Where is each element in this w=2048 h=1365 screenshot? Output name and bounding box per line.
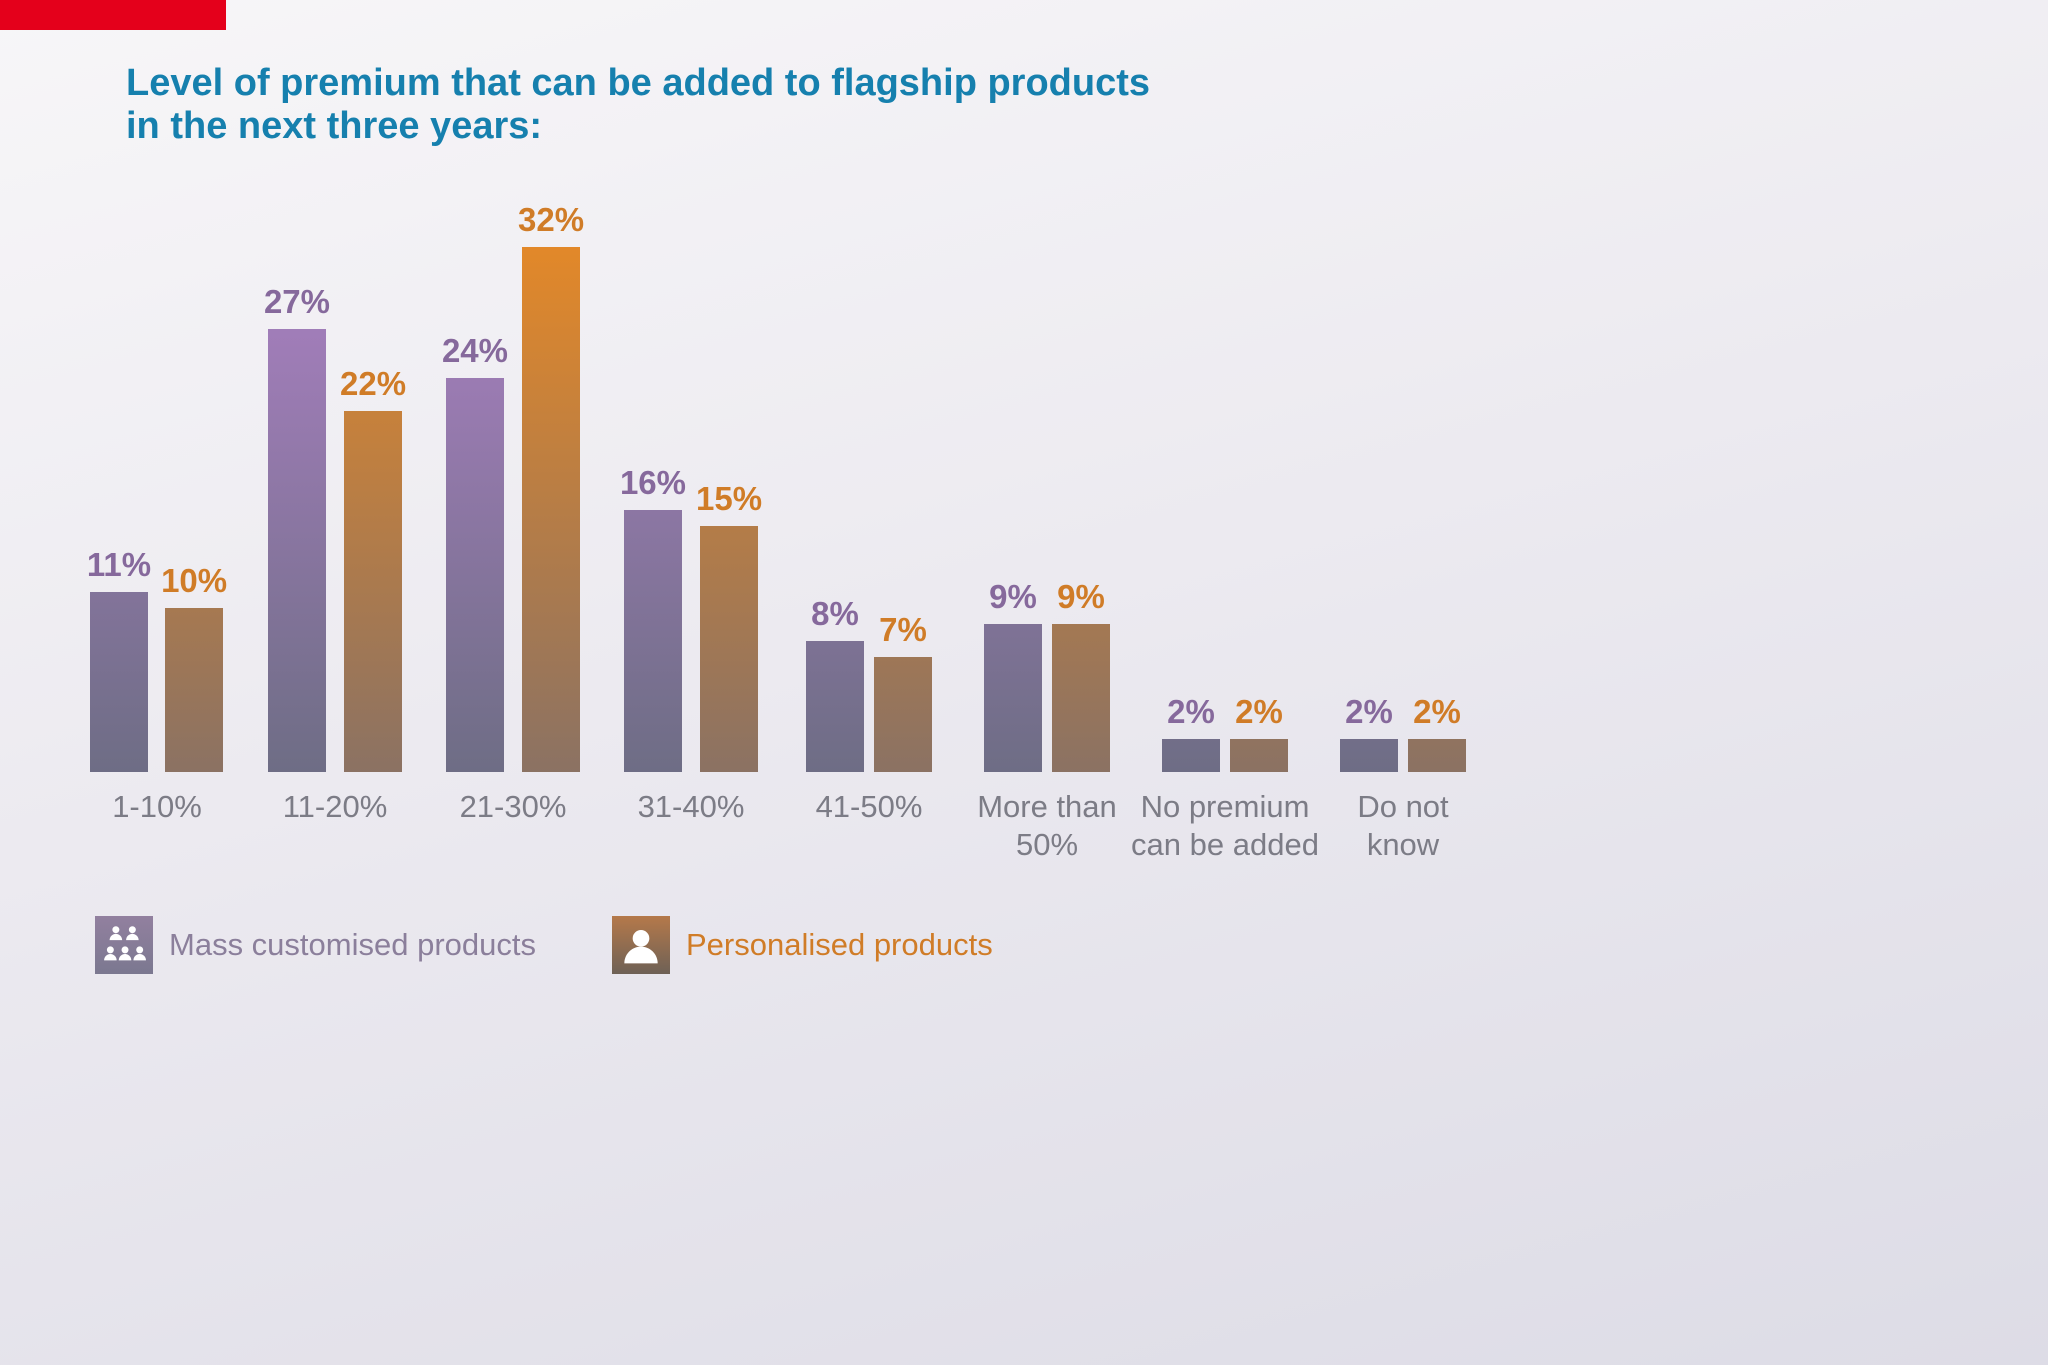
- bar-personalised: [344, 411, 403, 772]
- category-label: 31-40%: [637, 789, 745, 824]
- bar-group: 2% 2% Do not know: [1314, 180, 1492, 862]
- bar-group: 27% 22% 11-20%: [246, 180, 424, 824]
- bar-group: 2% 2% No premium can be added: [1131, 180, 1319, 862]
- bar-value-label: 8%: [811, 595, 859, 632]
- category-label: 21-30%: [459, 789, 567, 824]
- bar-value-label: 27%: [263, 283, 330, 320]
- chart-title-line1: Level of premium that can be added to fl…: [126, 62, 1151, 104]
- bar-personalised: [1052, 624, 1110, 772]
- bar-value-label: 2%: [1413, 693, 1461, 730]
- bar-value-label: 9%: [1057, 578, 1105, 615]
- bar-value-label: 2%: [1167, 693, 1215, 730]
- bar-group: 11% 10% 1-10%: [68, 180, 246, 824]
- bar-value-label: 7%: [879, 611, 927, 648]
- bar-value-label: 2%: [1235, 693, 1283, 730]
- bar-mass-customised: [806, 641, 864, 772]
- bar-value-label: 2%: [1345, 693, 1393, 730]
- bar-value-label: 15%: [696, 480, 763, 517]
- category-label: Do not know: [1357, 789, 1449, 862]
- bar-group: 24% 32% 21-30%: [424, 180, 602, 824]
- chart-title: Level of premium that can be added to fl…: [126, 62, 1150, 148]
- category-label: More than 50%: [977, 789, 1117, 862]
- legend-label-personalised: Personalised products: [685, 927, 993, 962]
- chart-legend: Mass customised products Personalised pr…: [95, 916, 993, 974]
- bar-mass-customised: [89, 592, 148, 772]
- bar-value-label: 10%: [161, 562, 228, 599]
- bar-value-label: 16%: [619, 464, 686, 501]
- chart-title-line2: in the next three years:: [126, 105, 543, 147]
- single-person-icon: [611, 916, 670, 974]
- bar-mass-customised: [1340, 739, 1398, 772]
- bar-group: 8% 7% 41-50%: [780, 180, 958, 824]
- bar-value-label: 9%: [989, 578, 1037, 615]
- bar-personalised: [165, 608, 224, 772]
- bar-mass-customised: [267, 329, 326, 772]
- legend-label-mass-customised: Mass customised products: [169, 927, 536, 962]
- bar-mass-customised: [623, 510, 682, 772]
- bar-value-label: 22%: [340, 365, 407, 402]
- legend-item-mass-customised: Mass customised products: [95, 916, 536, 974]
- bar-mass-customised: [445, 378, 504, 772]
- bar-value-label: 11%: [86, 546, 152, 583]
- category-label: 41-50%: [815, 789, 923, 824]
- bar-group: 16% 15% 31-40%: [602, 180, 780, 824]
- bar-value-label: 24%: [441, 332, 508, 369]
- bar-mass-customised: [1162, 739, 1220, 772]
- category-label: No premium can be added: [1131, 789, 1319, 862]
- bar-personalised: [700, 526, 759, 772]
- category-label: 1-10%: [112, 789, 202, 824]
- bar-personalised: [1408, 739, 1466, 772]
- red-banner: [0, 0, 226, 30]
- category-label: 11-20%: [282, 789, 388, 824]
- bar-chart: 11% 10% 1-10% 27% 22% 11-20% 24% 32% 21-30% 16% 15…: [68, 180, 1492, 862]
- bar-mass-customised: [984, 624, 1042, 772]
- bar-personalised: [1230, 739, 1288, 772]
- bar-group: 9% 9% More than 50%: [958, 180, 1136, 862]
- bar-personalised: [874, 657, 932, 772]
- bar-value-label: 32%: [518, 201, 585, 238]
- bar-personalised: [522, 247, 581, 772]
- legend-item-personalised: Personalised products: [611, 916, 993, 974]
- group-of-people-icon: [95, 916, 153, 974]
